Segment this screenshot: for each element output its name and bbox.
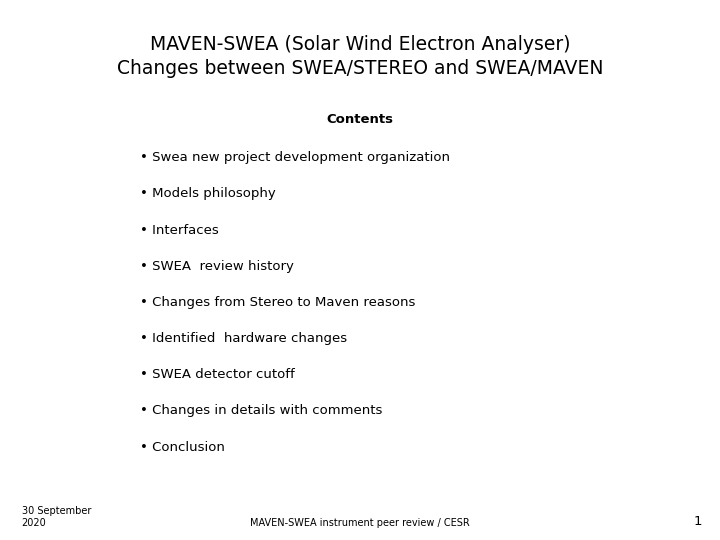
Text: • SWEA detector cutoff: • SWEA detector cutoff (140, 368, 295, 381)
Text: • Identified  hardware changes: • Identified hardware changes (140, 332, 348, 345)
Text: 30 September
2020: 30 September 2020 (22, 506, 91, 528)
Text: • Changes from Stereo to Maven reasons: • Changes from Stereo to Maven reasons (140, 296, 415, 309)
Text: • Swea new project development organization: • Swea new project development organizat… (140, 151, 451, 164)
Text: MAVEN-SWEA (Solar Wind Electron Analyser)
Changes between SWEA/STEREO and SWEA/M: MAVEN-SWEA (Solar Wind Electron Analyser… (117, 35, 603, 78)
Text: • Conclusion: • Conclusion (140, 441, 225, 454)
Text: • Models philosophy: • Models philosophy (140, 187, 276, 200)
Text: Contents: Contents (326, 113, 394, 126)
Text: • Interfaces: • Interfaces (140, 224, 219, 237)
Text: • SWEA  review history: • SWEA review history (140, 260, 294, 273)
Text: MAVEN-SWEA instrument peer review / CESR: MAVEN-SWEA instrument peer review / CESR (250, 518, 470, 528)
Text: • Changes in details with comments: • Changes in details with comments (140, 404, 383, 417)
Text: 1: 1 (693, 515, 702, 528)
